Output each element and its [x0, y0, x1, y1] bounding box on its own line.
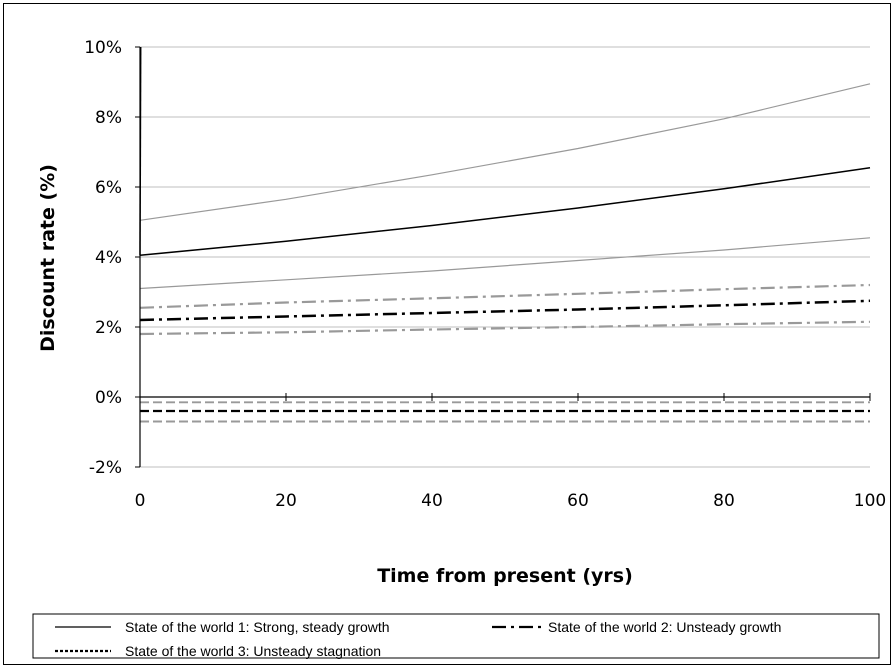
legend-label-3: State of the world 3: Unsteady stagnatio…: [125, 643, 381, 659]
series-state2-central: [139, 299, 871, 322]
chart-frame: [3, 3, 891, 665]
y-tick-label-6: 10%: [84, 38, 122, 58]
legend-box: [32, 613, 880, 659]
y-tick-label-2: 2%: [95, 318, 122, 338]
series-state2-lower: [139, 320, 871, 336]
legend-label-2: State of the world 2: Unsteady growth: [548, 619, 781, 635]
series-state1-upper: [139, 83, 871, 221]
x-tick-label-4: 80: [713, 491, 735, 511]
y-axis-title: Discount rate (%): [37, 164, 59, 352]
x-axis-title: Time from present (yrs): [377, 565, 633, 587]
x-tick-label-3: 60: [567, 491, 589, 511]
y-tick-label-4: 6%: [95, 178, 122, 198]
x-tick-label-2: 40: [421, 491, 443, 511]
gridlines: [140, 46, 870, 468]
series-lines: [139, 46, 871, 423]
series-state1-lower: [139, 237, 871, 290]
axes: [135, 46, 871, 468]
legend: State of the world 1: Strong, steady gro…: [32, 613, 880, 659]
y-tick-label-3: 4%: [95, 248, 122, 268]
x-tick-label-0: 0: [135, 491, 146, 511]
x-tick-label-1: 20: [275, 491, 297, 511]
tick-labels: -2% 0% 2% 4% 6% 8% 10% 0 20 40 60 80 100: [84, 38, 886, 511]
y-tick-label-5: 8%: [95, 108, 122, 128]
y-tick-label-0: -2%: [89, 458, 122, 478]
y-tick-label-1: 0%: [95, 388, 122, 408]
series-state1-central: [139, 167, 871, 257]
legend-label-1: State of the world 1: Strong, steady gro…: [125, 619, 390, 635]
x-tick-label-5: 100: [854, 491, 886, 511]
series-state2-upper: [139, 283, 871, 309]
